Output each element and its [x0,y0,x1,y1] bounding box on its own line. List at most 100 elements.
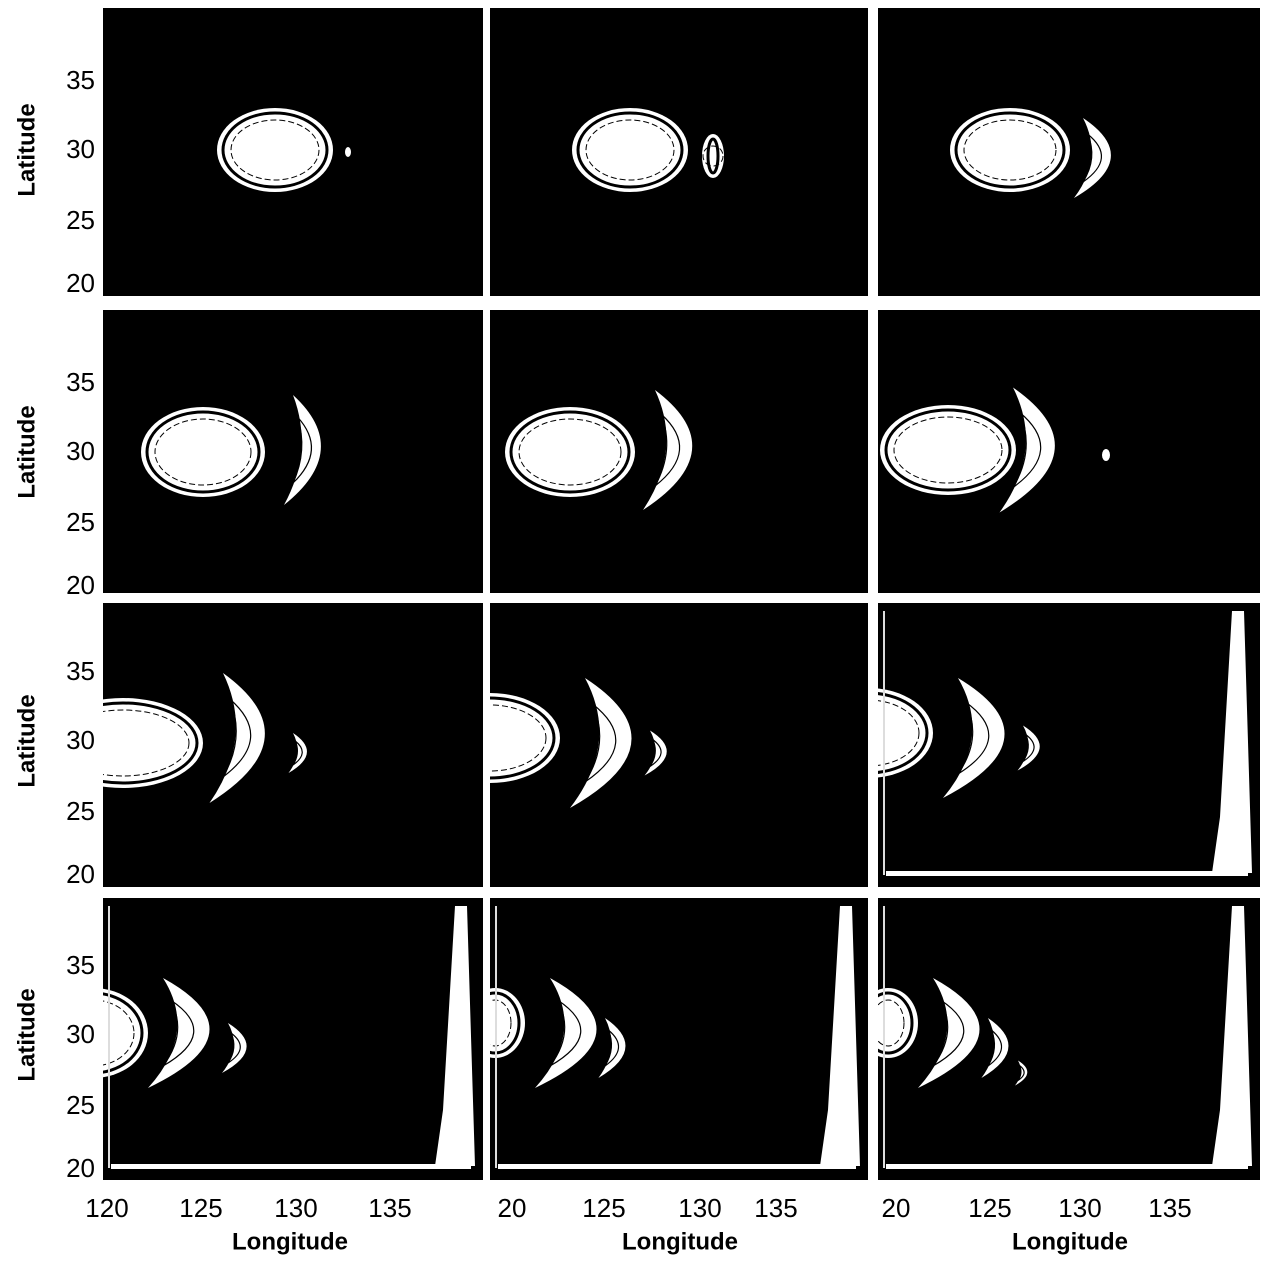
contour [654,413,681,487]
y-axis-label: Latitude [13,988,40,1081]
contour [932,999,965,1067]
y-axis-label: Latitude [13,103,40,196]
panel [490,8,868,296]
panel [490,310,868,593]
panel [103,898,483,1180]
contour [103,709,190,777]
contour [103,992,144,1074]
panel [103,8,483,296]
x-tick-label: 135 [754,1193,797,1223]
contour [585,119,675,181]
contour [549,999,582,1067]
y-tick-label: 30 [66,1019,95,1049]
x-axis-label: Longitude [1012,1228,1128,1255]
x-tick-label: 125 [582,1193,625,1223]
contour [230,119,320,181]
boundary-strip [1212,906,1252,1166]
y-tick-label: 25 [66,796,95,826]
x-tick-label: 120 [85,1193,128,1223]
contour [884,408,1012,492]
contour [103,701,199,785]
x-tick-label: 20 [882,1193,911,1223]
y-tick-label: 20 [66,1153,95,1183]
y-tick-label: 35 [66,950,95,980]
vortex [505,407,635,497]
crescent [284,395,321,505]
contour [893,416,1003,484]
contour [706,137,720,175]
crescent [918,978,980,1088]
contour [1017,1065,1025,1082]
crescent [981,1018,1009,1078]
boundary-strip [435,906,475,1166]
y-tick-label: 20 [66,570,95,600]
boundary-strip [1212,611,1252,873]
crescent [148,978,210,1088]
contour [227,1032,241,1064]
y-axis-label: Latitude [13,694,40,787]
panel-bg [878,898,1260,1180]
boundary-bottom [886,871,1248,876]
boundary-left [108,906,110,1168]
x-axis-label: Longitude [232,1228,348,1255]
x-tick-label: 135 [368,1193,411,1223]
contour [222,698,252,778]
vortex [103,988,148,1078]
vortex [950,108,1070,192]
contour [490,696,556,780]
crescent [643,390,693,510]
x-tick-label: 130 [274,1193,317,1223]
crescent [598,1018,626,1078]
contour [649,739,662,768]
crescent [1074,118,1111,198]
contour [963,119,1057,181]
contour [702,145,724,167]
contour [145,410,261,494]
y-tick-label: 30 [66,436,95,466]
contour [1082,133,1103,183]
y-tick-label: 35 [66,656,95,686]
panel [490,898,868,1180]
contour [604,1029,620,1067]
eddy [345,147,351,157]
boundary-bottom [886,1164,1248,1169]
panel-bg [490,898,868,1180]
boundary-strip [820,906,860,1166]
crescent [209,673,265,803]
panel [103,603,483,887]
contour [1022,734,1035,763]
contour [292,416,312,484]
vortex [217,108,333,192]
y-tick-label: 20 [66,859,95,889]
y-tick-label: 35 [66,65,95,95]
vortex [572,108,688,192]
panel-bg [103,898,483,1180]
contour [957,701,990,775]
contour-label: 0.94 [782,1096,804,1128]
boundary-left [883,906,885,1168]
x-tick-label: 125 [968,1193,1011,1223]
contour [576,111,684,189]
contour [509,410,631,494]
y-tick-label: 30 [66,725,95,755]
panel [490,603,868,887]
contour [878,700,920,766]
contour [1012,412,1042,488]
crescent [570,678,632,808]
x-tick-label: 135 [1148,1193,1191,1223]
panel [878,8,1260,296]
contour [878,991,914,1055]
boundary-bottom [498,1164,856,1169]
y-tick-label: 30 [66,134,95,164]
contour [987,1029,1003,1067]
y-tick-label: 20 [66,268,95,298]
panel [103,310,483,593]
panel [878,603,1260,887]
contour [292,740,303,766]
x-tick-label: 130 [678,1193,721,1223]
contour [878,999,905,1047]
boundary-left [883,611,885,875]
contour [162,999,195,1067]
contour [490,704,547,772]
